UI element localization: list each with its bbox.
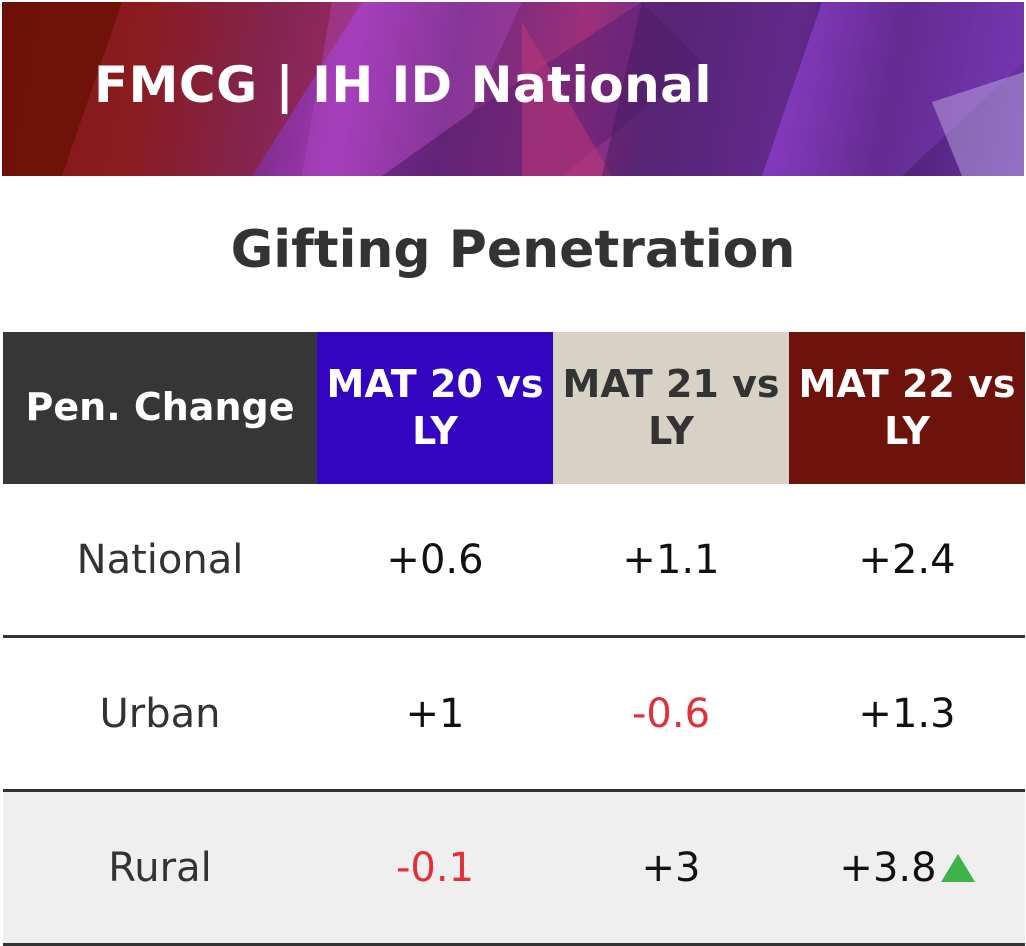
cell-value: +1.3: [858, 690, 956, 737]
cell-value: -0.6: [631, 690, 711, 737]
table-row: Urban +1 -0.6 +1.3: [3, 636, 1025, 792]
cell-value: +1.1: [622, 536, 720, 583]
table-cell: +1: [317, 636, 553, 792]
header-title: FMCG | IH ID National: [94, 56, 713, 114]
table-cell: +1.1: [553, 484, 789, 638]
cell-value: +1: [405, 690, 465, 737]
penetration-table: Pen. Change MAT 20 vs LY MAT 21 vs LY MA…: [3, 332, 1025, 946]
table-row: Rural -0.1 +3 +3.8: [3, 790, 1025, 946]
banner-background-shapes: [2, 2, 1024, 176]
cell-value: -0.1: [395, 844, 475, 891]
column-header-mat20: MAT 20 vs LY: [317, 332, 553, 484]
cell-value: +3.8: [839, 844, 937, 891]
table-cell: -0.1: [317, 790, 553, 946]
cell-value: +0.6: [386, 536, 484, 583]
table-row: National +0.6 +1.1 +2.4: [3, 484, 1025, 638]
table-cell: +3: [553, 790, 789, 946]
table-body: National +0.6 +1.1 +2.4 Urban +1 -0.6 +1.3 Rural…: [3, 484, 1025, 946]
cell-value: +3: [641, 844, 701, 891]
column-header-pen-change: Pen. Change: [3, 332, 317, 484]
table-header-row: Pen. Change MAT 20 vs LY MAT 21 vs LY MA…: [3, 332, 1025, 484]
table-cell: -0.6: [553, 636, 789, 792]
row-label: National: [3, 484, 317, 638]
column-header-mat21: MAT 21 vs LY: [553, 332, 789, 484]
row-label: Urban: [3, 636, 317, 792]
cell-value: +2.4: [858, 536, 956, 583]
column-header-mat22: MAT 22 vs LY: [789, 332, 1025, 484]
table-cell: +2.4: [789, 484, 1025, 638]
row-label: Rural: [3, 790, 317, 946]
table-cell: +0.6: [317, 484, 553, 638]
header-banner: FMCG | IH ID National: [2, 2, 1024, 176]
table-cell: +1.3: [789, 636, 1025, 792]
chart-title: Gifting Penetration: [230, 220, 796, 280]
up-arrow-icon: [940, 853, 975, 882]
table-cell: +3.8: [789, 790, 1025, 946]
